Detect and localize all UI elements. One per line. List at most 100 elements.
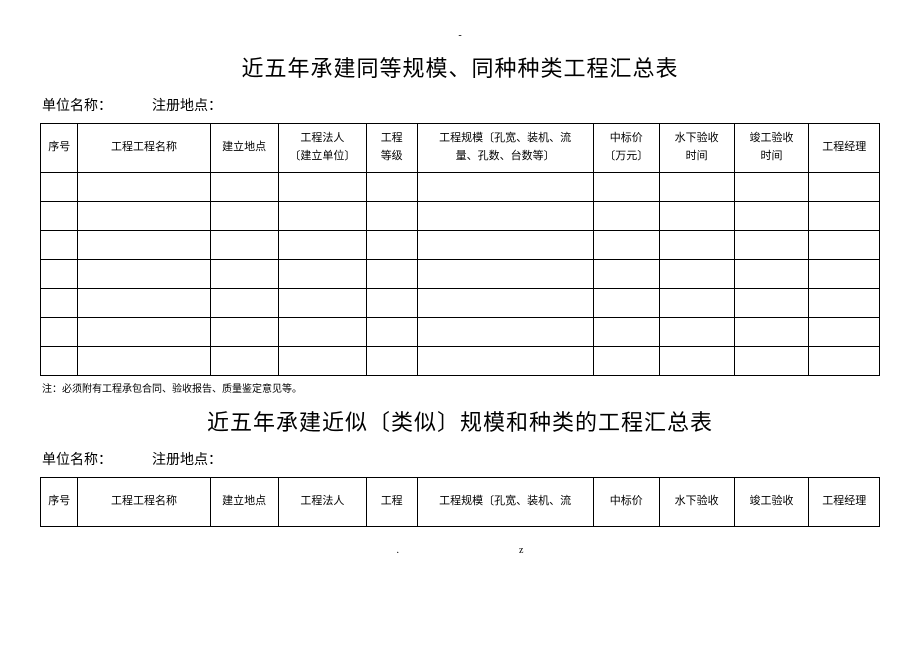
col2-legal: 工程法人: [278, 478, 366, 527]
table-cell: [366, 289, 417, 318]
table-cell: [734, 347, 809, 376]
table-cell: [659, 173, 734, 202]
table-cell: [278, 173, 366, 202]
table-1-header-row: 序号 工程工程名称 建立地点 工程法人〔建立单位〕 工程等级 工程规模〔孔宽、装…: [41, 124, 880, 173]
reg-label-2: 注册地点：: [152, 453, 222, 468]
table-cell: [210, 173, 278, 202]
table-cell: [417, 260, 593, 289]
col2-seq: 序号: [41, 478, 78, 527]
col2-grade: 工程: [366, 478, 417, 527]
table-cell: [417, 318, 593, 347]
table-2-header-row: 序号 工程工程名称 建立地点 工程法人 工程 工程规模〔孔宽、装机、流 中标价 …: [41, 478, 880, 527]
table-cell: [41, 173, 78, 202]
subhead-2: 单位名称： 注册地点：: [42, 449, 880, 469]
table-cell: [659, 231, 734, 260]
col-seq: 序号: [41, 124, 78, 173]
table-row: [41, 202, 880, 231]
table-1: 序号 工程工程名称 建立地点 工程法人〔建立单位〕 工程等级 工程规模〔孔宽、装…: [40, 123, 880, 376]
col-mgr: 工程经理: [809, 124, 880, 173]
table-cell: [278, 289, 366, 318]
table-cell: [278, 231, 366, 260]
col2-comp: 竣工验收: [734, 478, 809, 527]
table-cell: [593, 318, 659, 347]
unit-label-2: 单位名称：: [42, 453, 112, 468]
table-cell: [41, 202, 78, 231]
table-cell: [278, 260, 366, 289]
col-name: 工程工程名称: [78, 124, 210, 173]
table-cell: [659, 202, 734, 231]
col-uw: 水下验收时间: [659, 124, 734, 173]
table-cell: [78, 318, 210, 347]
table-cell: [417, 202, 593, 231]
table-cell: [809, 347, 880, 376]
footer: .z: [40, 545, 880, 556]
table-cell: [734, 173, 809, 202]
col2-uw: 水下验收: [659, 478, 734, 527]
table-cell: [278, 347, 366, 376]
table-cell: [734, 202, 809, 231]
table-cell: [41, 318, 78, 347]
table-row: [41, 231, 880, 260]
col-scale: 工程规模〔孔宽、装机、流量、孔数、台数等〕: [417, 124, 593, 173]
table-cell: [78, 231, 210, 260]
page: - 近五年承建同等规模、同种种类工程汇总表 单位名称：注册地点： 序号 工程工程…: [0, 0, 920, 566]
footer-left: .: [397, 545, 400, 556]
col-legal: 工程法人〔建立单位〕: [278, 124, 366, 173]
subhead-1: 单位名称： 注册地点：: [42, 95, 880, 115]
table-row: [41, 318, 880, 347]
table-cell: [278, 318, 366, 347]
table-cell: [734, 289, 809, 318]
table-cell: [210, 347, 278, 376]
table-cell: [366, 173, 417, 202]
table-cell: [809, 173, 880, 202]
table-cell: [417, 231, 593, 260]
table-cell: [78, 347, 210, 376]
table-1-body: [41, 173, 880, 376]
table-cell: [734, 260, 809, 289]
table-cell: [809, 318, 880, 347]
table-cell: [593, 260, 659, 289]
table-cell: [41, 260, 78, 289]
table-cell: [417, 173, 593, 202]
table-cell: [78, 289, 210, 318]
table-cell: [659, 347, 734, 376]
col-loc: 建立地点: [210, 124, 278, 173]
table-cell: [659, 289, 734, 318]
table-row: [41, 289, 880, 318]
col2-name: 工程工程名称: [78, 478, 210, 527]
col2-loc: 建立地点: [210, 478, 278, 527]
table-cell: [593, 289, 659, 318]
table-row: [41, 347, 880, 376]
table-row: [41, 173, 880, 202]
top-dash: -: [40, 30, 880, 41]
table-cell: [593, 347, 659, 376]
col2-bid: 中标价: [593, 478, 659, 527]
table-cell: [593, 231, 659, 260]
note-1: 注：必须附有工程承包合同、验收报告、质量鉴定意见等。: [42, 380, 880, 395]
table-cell: [809, 231, 880, 260]
col2-scale: 工程规模〔孔宽、装机、流: [417, 478, 593, 527]
table-cell: [366, 202, 417, 231]
table-cell: [659, 318, 734, 347]
col-bid: 中标价〔万元〕: [593, 124, 659, 173]
table-cell: [809, 202, 880, 231]
table-cell: [809, 289, 880, 318]
table-cell: [41, 289, 78, 318]
table-cell: [78, 202, 210, 231]
reg-label: 注册地点：: [152, 99, 222, 114]
table-cell: [278, 202, 366, 231]
title-2: 近五年承建近似〔类似〕规模和种类的工程汇总表: [40, 405, 880, 437]
table-cell: [593, 202, 659, 231]
unit-label: 单位名称：: [42, 99, 112, 114]
table-cell: [210, 231, 278, 260]
table-cell: [210, 318, 278, 347]
table-cell: [366, 347, 417, 376]
table-cell: [417, 289, 593, 318]
col2-mgr: 工程经理: [809, 478, 880, 527]
table-cell: [210, 289, 278, 318]
table-cell: [593, 173, 659, 202]
col-grade: 工程等级: [366, 124, 417, 173]
table-cell: [78, 173, 210, 202]
table-cell: [366, 318, 417, 347]
table-cell: [809, 260, 880, 289]
